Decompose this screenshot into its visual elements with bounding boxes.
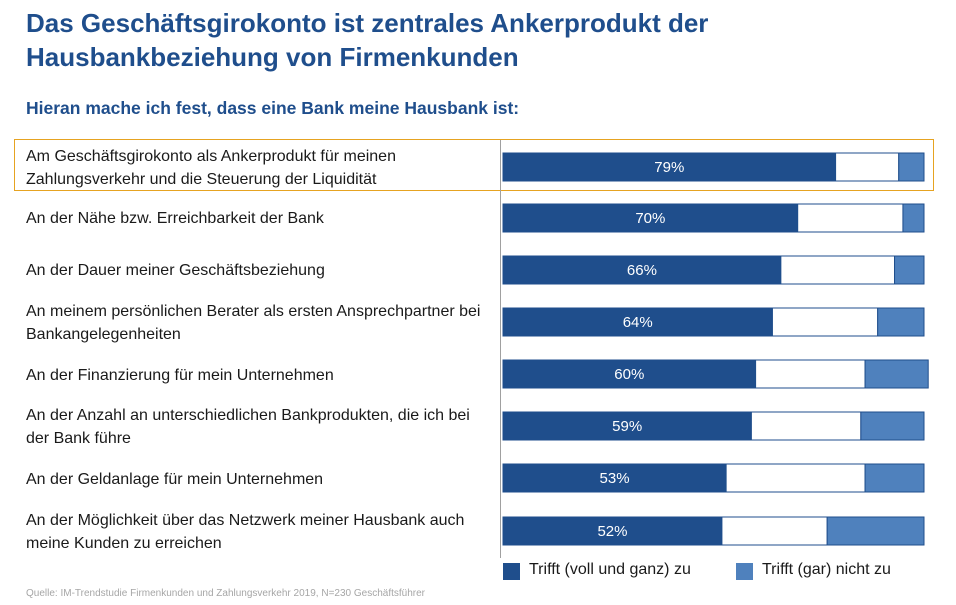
highlight-frame: [14, 139, 934, 191]
category-label-berater: An meinem persönlichen Berater als erste…: [26, 303, 481, 343]
bar-value-label-finanzierung: 60%: [614, 366, 644, 383]
bar-girokonto-neutral: [835, 152, 900, 182]
category-label-finanzierung: An der Finanzierung für mein Unternehmen: [26, 367, 334, 384]
bar-value-label-girokonto: 79%: [654, 159, 684, 176]
bar-value-label-naehe: 70%: [635, 210, 665, 227]
bar-dauer-trifft-zu: [502, 255, 782, 285]
bar-value-label-dauer: 66%: [627, 262, 657, 279]
bar-girokonto-trifft-zu: [502, 152, 837, 182]
bar-naehe-trifft-nicht-zu: [902, 203, 925, 233]
legend-label-trifft-nicht-zu: Trifft (gar) nicht zu: [762, 561, 891, 578]
bar-netzwerk-trifft-nicht-zu: [826, 516, 925, 546]
category-label-girokonto: Am Geschäftsgirokonto als Ankerprodukt f…: [26, 148, 396, 188]
bar-netzwerk-neutral: [721, 516, 828, 546]
legend-swatch-trifft-nicht-zu: [736, 563, 753, 580]
bar-dauer-trifft-nicht-zu: [894, 255, 925, 285]
bar-finanzierung-trifft-zu: [502, 359, 757, 389]
bar-berater-neutral: [771, 307, 879, 337]
bar-berater-trifft-nicht-zu: [877, 307, 925, 337]
bar-value-label-geldanlage: 53%: [600, 470, 630, 487]
bar-bankprodukte-trifft-zu: [502, 411, 752, 441]
bar-finanzierung-neutral: [755, 359, 866, 389]
bar-bankprodukte-neutral: [750, 411, 862, 441]
bar-naehe-neutral: [797, 203, 904, 233]
category-axis-line: [500, 140, 501, 558]
bar-geldanlage-trifft-zu: [502, 463, 727, 493]
bar-dauer-neutral: [780, 255, 896, 285]
legend-label-trifft-zu: Trifft (voll und ganz) zu: [529, 561, 691, 578]
chart-subtitle: Hieran mache ich fest, dass eine Bank me…: [26, 98, 520, 118]
category-label-netzwerk: An der Möglichkeit über das Netzwerk mei…: [26, 512, 465, 552]
category-label-dauer: An der Dauer meiner Geschäftsbeziehung: [26, 262, 325, 279]
bar-finanzierung-trifft-nicht-zu: [864, 359, 929, 389]
legend-swatch-trifft-zu: [503, 563, 520, 580]
bar-value-label-berater: 64%: [623, 314, 653, 331]
bar-value-label-bankprodukte: 59%: [612, 418, 642, 435]
category-label-bankprodukte: An der Anzahl an unterschiedlichen Bankp…: [26, 407, 470, 447]
bar-girokonto-trifft-nicht-zu: [898, 152, 925, 182]
bar-bankprodukte-trifft-nicht-zu: [860, 411, 925, 441]
category-label-geldanlage: An der Geldanlage für mein Unternehmen: [26, 471, 324, 488]
bar-value-label-netzwerk: 52%: [597, 523, 627, 540]
bar-naehe-trifft-zu: [502, 203, 799, 233]
category-label-naehe: An der Nähe bzw. Erreichbarkeit der Bank: [26, 210, 324, 227]
bar-geldanlage-trifft-nicht-zu: [864, 463, 925, 493]
bar-geldanlage-neutral: [725, 463, 866, 493]
source-note: Quelle: IM-Trendstudie Firmenkunden und …: [26, 588, 426, 599]
page-title: Das Geschäftsgirokonto ist zentrales Ank…: [26, 8, 709, 72]
